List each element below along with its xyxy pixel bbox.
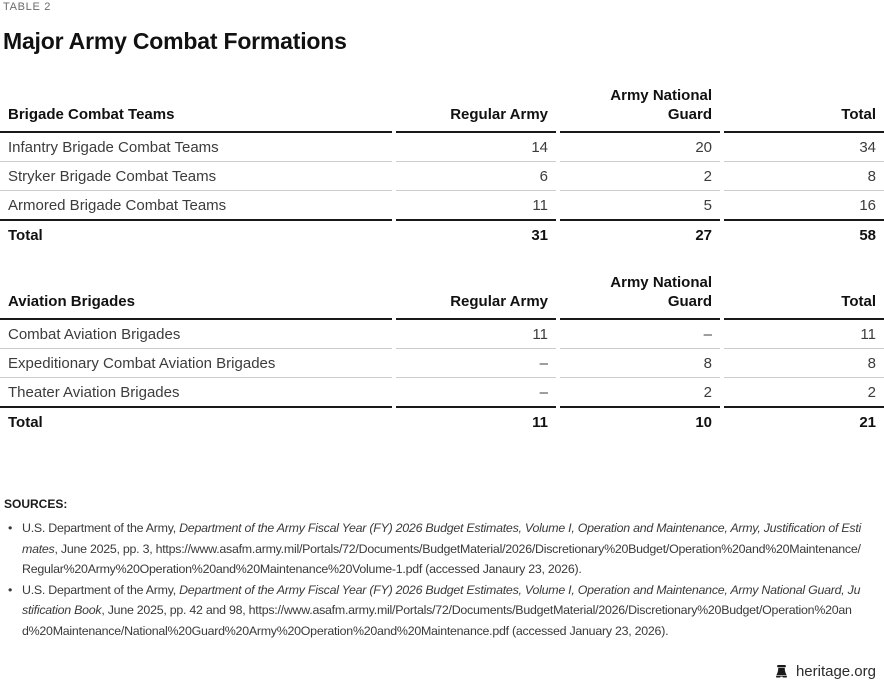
total-label: Total (0, 219, 392, 249)
source-text-plain: U.S. Department of the Army, (22, 582, 180, 597)
table-number-label: TABLE 2 (3, 1, 52, 13)
brigade-combat-teams-table: Brigade Combat Teams Regular Army Army N… (0, 86, 884, 249)
total-national-guard: 27 (560, 219, 720, 249)
bullet-marker: • (8, 521, 13, 535)
cell-national-guard: 8 (560, 349, 720, 378)
cell-regular-army: 6 (396, 162, 556, 191)
table-row: Infantry Brigade Combat Teams 14 20 34 (0, 133, 884, 162)
table-row: Stryker Brigade Combat Teams 6 2 8 (0, 162, 884, 191)
source-text-citation: , June 2025, pp. 3, https://www.asafm.ar… (22, 541, 861, 577)
row-label: Combat Aviation Brigades (0, 320, 392, 349)
source-item: • U.S. Department of the Army, Departmen… (4, 518, 866, 580)
page-title: Major Army Combat Formations (3, 28, 347, 54)
cell-regular-army: 14 (396, 133, 556, 162)
column-header-regular-army: Regular Army (396, 273, 556, 320)
cell-national-guard: – (560, 320, 720, 349)
source-item: • U.S. Department of the Army, Departmen… (4, 580, 866, 642)
source-text-citation: , June 2025, pp. 42 and 98, https://www.… (22, 603, 852, 638)
row-label: Armored Brigade Combat Teams (8, 197, 227, 214)
column-header-total: Total (724, 273, 884, 320)
aviation-brigades-table: Aviation Brigades Regular Army Army Nati… (0, 273, 884, 436)
cell-total: 11 (724, 320, 884, 349)
row-label: Expeditionary Combat Aviation Brigades (0, 349, 392, 378)
table-row: Expeditionary Combat Aviation Brigades –… (0, 349, 884, 378)
cell-regular-army: 11 (396, 320, 556, 349)
total-total: 21 (724, 406, 884, 436)
column-header-category: Aviation Brigades (0, 273, 392, 320)
source-text-plain: U.S. Department of the Army, (22, 521, 180, 535)
table-total-row: Total 31 27 58 (0, 219, 884, 249)
table-total-row: Total 11 10 21 (0, 406, 884, 436)
row-label: Theater Aviation Brigades (8, 384, 180, 401)
heritage-org-link[interactable]: heritage.org (795, 663, 876, 680)
table-header-row: Brigade Combat Teams Regular Army Army N… (0, 86, 884, 133)
cell-total: 2 (867, 384, 876, 401)
table-header-row: Aviation Brigades Regular Army Army Nati… (0, 273, 884, 320)
sources-heading: SOURCES: (4, 497, 68, 511)
bullet-marker: • (8, 582, 13, 597)
row-label: Stryker Brigade Combat Teams (0, 162, 392, 191)
column-header-regular-army: Regular Army (396, 86, 556, 133)
cell-total: 8 (724, 349, 884, 378)
cell-regular-army: 11 (532, 197, 548, 214)
sources-section: SOURCES: • U.S. Department of the Army, … (4, 497, 870, 642)
total-national-guard: 10 (560, 406, 720, 436)
total-regular-army: 31 (396, 219, 556, 249)
column-header-total: Total (724, 86, 884, 133)
cell-regular-army: – (396, 349, 556, 378)
footer-brand: heritage.org (773, 663, 876, 680)
row-label: Infantry Brigade Combat Teams (0, 133, 392, 162)
table-row: Theater Aviation Brigades – 2 2 (0, 378, 884, 406)
data-table: Brigade Combat Teams Regular Army Army N… (0, 86, 884, 249)
cell-national-guard: 2 (703, 384, 712, 401)
cell-regular-army: – (539, 384, 548, 401)
source-text-italic-title: Department of the Army Fiscal Year (FY) … (22, 521, 862, 556)
data-table: Aviation Brigades Regular Army Army Nati… (0, 273, 884, 436)
sources-list: • U.S. Department of the Army, Departmen… (4, 518, 870, 642)
column-header-category: Brigade Combat Teams (0, 86, 392, 133)
cell-total: 34 (724, 133, 884, 162)
liberty-bell-icon (776, 665, 787, 678)
total-label: Total (0, 406, 392, 436)
total-regular-army: 11 (396, 406, 556, 436)
table-row: Combat Aviation Brigades 11 – 11 (0, 320, 884, 349)
column-header-national-guard: Army National Guard (560, 273, 720, 320)
total-total: 58 (724, 219, 884, 249)
cell-national-guard: 5 (703, 197, 712, 214)
cell-national-guard: 2 (560, 162, 720, 191)
column-header-national-guard: Army National Guard (560, 86, 720, 133)
source-text-italic-title: Department of the Army Fiscal Year (FY) … (22, 582, 861, 618)
table-row: Armored Brigade Combat Teams 11 5 16 (0, 191, 884, 219)
cell-total: 8 (724, 162, 884, 191)
cell-national-guard: 20 (560, 133, 720, 162)
cell-total: 16 (859, 197, 876, 214)
